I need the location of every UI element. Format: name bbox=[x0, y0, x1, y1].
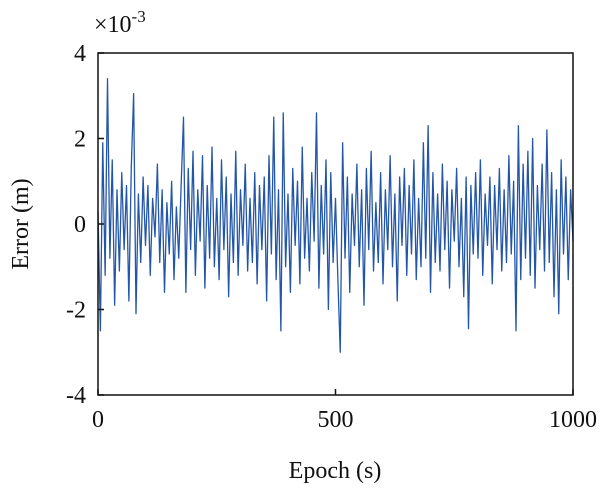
y-tick-label: 2 bbox=[74, 127, 86, 153]
x-axis-label: Epoch (s) bbox=[289, 458, 382, 484]
y-tick-label: 4 bbox=[74, 41, 86, 67]
x-tick-label: 500 bbox=[318, 407, 354, 433]
x-tick-label: 0 bbox=[92, 407, 104, 433]
x-tick-label: 1000 bbox=[549, 407, 597, 433]
offset-exponent: -3 bbox=[132, 7, 146, 26]
axis-offset: ×10-3 bbox=[94, 7, 146, 38]
y-tick-label: -4 bbox=[66, 383, 86, 409]
y-tick-label: -2 bbox=[66, 298, 86, 324]
y-axis-label: Error (m) bbox=[8, 178, 34, 269]
y-tick-label: 0 bbox=[74, 212, 86, 238]
plot-frame bbox=[97, 52, 574, 396]
data-line bbox=[97, 78, 574, 353]
offset-base: ×10 bbox=[94, 12, 132, 38]
